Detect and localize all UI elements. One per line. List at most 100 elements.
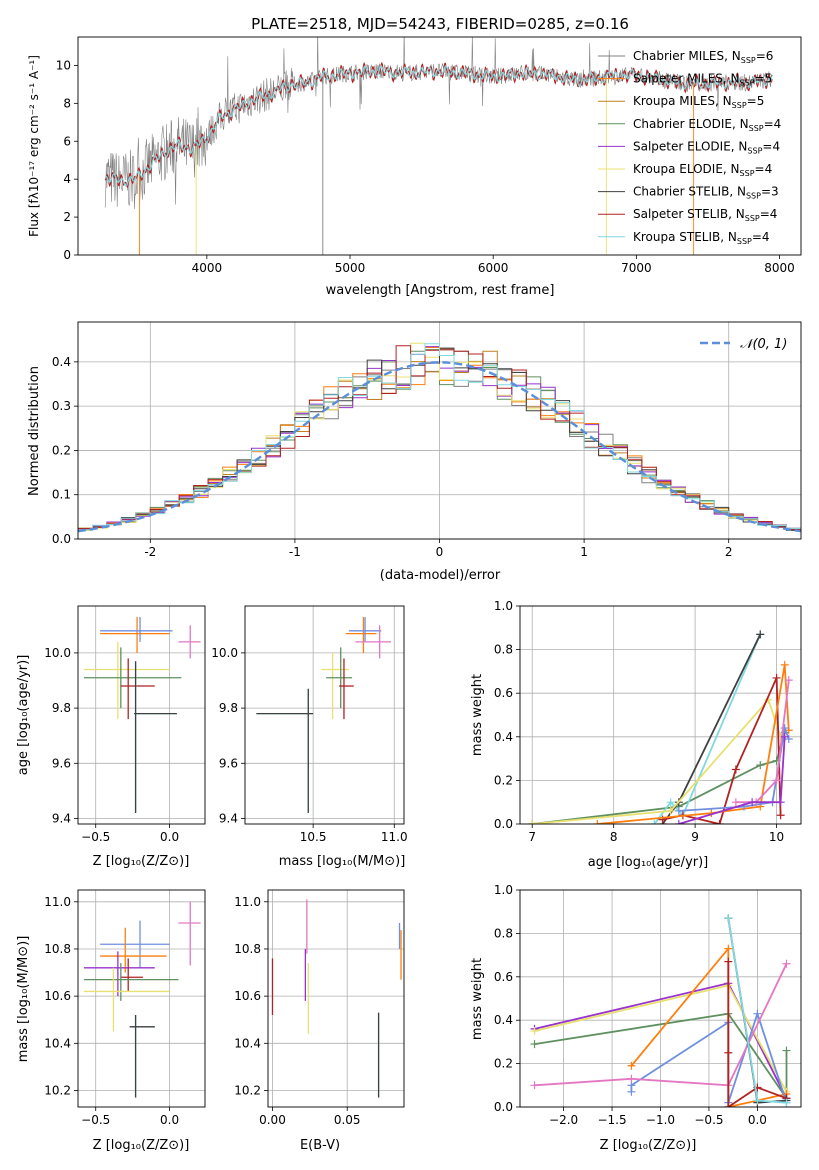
weight-point-marker <box>627 1061 636 1070</box>
weight-point-marker <box>782 1046 791 1055</box>
weight-vs-age-ytick-label: 0.8 <box>494 643 513 657</box>
age-vs-Z-frame <box>77 605 206 825</box>
age-vs-mass-frame <box>244 605 405 825</box>
residuals-xtick-label: 2 <box>725 545 733 559</box>
weight-point-marker <box>776 811 785 820</box>
residual-histogram <box>78 343 801 531</box>
weight-series-line <box>534 963 788 1087</box>
mass-vs-EBV-ytick-label: 10.8 <box>234 942 261 956</box>
mass-vs-Z-grid <box>78 890 205 1107</box>
weight-point-marker <box>772 673 781 682</box>
legend-entry: Chabrier MILES, NSSP=6 <box>633 49 773 65</box>
age-vs-Z-grid <box>78 606 205 824</box>
weight-point-marker <box>724 957 733 966</box>
residuals-ytick-label: 0.4 <box>52 355 71 369</box>
legend-entry: Chabrier STELIB, NSSP=3 <box>633 185 779 201</box>
residuals-xtick-label: -2 <box>144 545 156 559</box>
mass-vs-Z-plot-area <box>83 901 201 1098</box>
weight-point-marker <box>784 676 793 685</box>
legend-subscript: SSP <box>747 146 762 155</box>
weight-vs-Z-ytick-label: 0.2 <box>494 1057 513 1071</box>
weight-point-marker <box>753 1096 762 1105</box>
legend-subscript: SSP <box>740 169 755 178</box>
gaussian-curve <box>78 361 801 533</box>
residuals-xtick-label: 1 <box>580 545 588 559</box>
legend-entry: Kroupa MILES, NSSP=5 <box>633 94 764 110</box>
weight-vs-Z-ytick-label: 1.0 <box>494 883 513 897</box>
mass-vs-Z-ylabel: mass [log₁₀(M/M⊙)] <box>16 936 31 1063</box>
age-vs-mass-grid <box>245 606 404 824</box>
residuals-xtick-label: 0 <box>436 545 444 559</box>
legend-entry-value: =4 <box>755 162 773 176</box>
weight-point-marker <box>674 806 683 815</box>
legend-entry-value: =5 <box>755 72 773 86</box>
age-vs-mass-xlabel: mass [log₁₀(M/M⊙)] <box>279 854 406 869</box>
mass-vs-Z-ytick-label: 10.4 <box>44 1036 71 1050</box>
spectrum-title: PLATE=2518, MJD=54243, FIBERID=0285, z=0… <box>251 15 629 33</box>
spectrum-ytick-label: 2 <box>63 210 71 224</box>
mass-vs-EBV-ytick-label: 10.6 <box>234 989 261 1003</box>
age-vs-Z-xtick-label: 0.0 <box>160 830 179 844</box>
residuals-frame <box>77 321 802 540</box>
spectrum-xtick-label: 6000 <box>478 261 509 275</box>
mass-vs-EBV-ytick-label: 10.2 <box>234 1083 261 1097</box>
residuals-ytick-label: 0.2 <box>52 443 71 457</box>
spectrum-ytick-label: 10 <box>56 58 71 72</box>
age-vs-Z-ytick-label: 9.4 <box>52 811 71 825</box>
legend-subscript: SSP <box>746 192 761 201</box>
spectrum-data-line <box>104 37 773 210</box>
weight-series-line <box>653 633 762 824</box>
legend-entry: Salpeter STELIB, NSSP=4 <box>633 207 777 223</box>
spectrum-xlabel: wavelength [Angstrom, rest frame] <box>326 283 555 298</box>
mass-vs-Z-frame <box>77 889 206 1108</box>
weight-point-marker <box>731 765 740 774</box>
weight-point-marker <box>780 660 789 669</box>
weight-series-line <box>727 961 787 1107</box>
legend-subscript: SSP <box>737 237 752 246</box>
weight-vs-age-ytick-label: 0.0 <box>494 817 513 831</box>
spectrum-legend: Chabrier MILES, NSSP=6 Salpeter MILES, NS… <box>598 49 781 246</box>
weight-point-marker <box>784 734 793 743</box>
legend-entry-value: =4 <box>760 207 778 221</box>
spectrum-model-line <box>104 65 773 187</box>
spectrum-xtick-label: 5000 <box>335 261 366 275</box>
weight-vs-Z-grid <box>520 889 801 1108</box>
age-vs-Z-xlabel: Z [log₁₀(Z/Z⊙)] <box>93 854 190 869</box>
weight-point-marker <box>715 820 724 824</box>
weight-point-marker <box>666 806 675 815</box>
weight-vs-Z-frame <box>519 889 802 1108</box>
mass-vs-Z-xlabel: Z [log₁₀(Z/Z⊙)] <box>93 1138 190 1153</box>
spectrum-frame <box>77 36 802 256</box>
mass-vs-EBV-frame <box>267 889 405 1108</box>
residuals-ytick-label: 0.0 <box>52 532 71 546</box>
weight-vs-Z-ytick-label: 0.6 <box>494 970 513 984</box>
spectrum-ytick-label: 8 <box>63 96 71 110</box>
weight-vs-Z-xtick-label: −2.0 <box>549 1113 578 1127</box>
weight-point-marker <box>780 724 789 733</box>
legend-entry: Salpeter ELODIE, NSSP=4 <box>633 139 780 155</box>
panel-mass-vs-Z: −0.5 0.0 10.2 10.4 10.6 10.8 11.0 Z [log₁₀(Z/Z… <box>16 889 206 1153</box>
age-vs-mass-ytick-label: 9.8 <box>219 701 238 715</box>
spectrum-ytick-label: 0 <box>63 248 71 262</box>
mass-vs-EBV-xlabel: E(B-V) <box>300 1138 340 1153</box>
panel-age-vs-Z: −0.5 0.0 9.4 9.6 9.8 10.0 Z [log₁₀(Z/Z⊙)] age… <box>16 605 206 869</box>
panel-weight-vs-age: 7 8 9 10 0.0 0.2 0.4 0.6 0.8 1.0 age [log₁₀(age/y… <box>470 599 802 870</box>
legend-subscript: SSP <box>732 101 747 110</box>
age-vs-mass-ytick-label: 9.6 <box>219 756 238 770</box>
weight-point-marker <box>530 1027 539 1036</box>
mass-vs-EBV-ytick-label: 10.4 <box>234 1036 261 1050</box>
age-vs-mass-plot-area <box>256 617 392 813</box>
weight-vs-age-ylabel: mass weight <box>470 674 485 756</box>
legend-entry-value: =4 <box>752 230 770 244</box>
age-vs-mass-ytick-label: 9.4 <box>219 811 238 825</box>
mass-vs-EBV-grid <box>268 890 404 1107</box>
weight-point-marker <box>530 1040 539 1049</box>
panel-residuals: -2 -1 0 1 2 0.0 0.1 0.2 0.3 0.4 (data-model)/erro… <box>27 321 802 583</box>
weight-vs-age-xtick-label: 8 <box>610 830 618 844</box>
weight-vs-Z-ytick-label: 0.8 <box>494 926 513 940</box>
weight-point-marker <box>674 820 683 824</box>
weight-point-marker <box>724 914 733 923</box>
residuals-plot-area <box>78 342 801 533</box>
mass-vs-Z-ytick-label: 10.2 <box>44 1083 71 1097</box>
